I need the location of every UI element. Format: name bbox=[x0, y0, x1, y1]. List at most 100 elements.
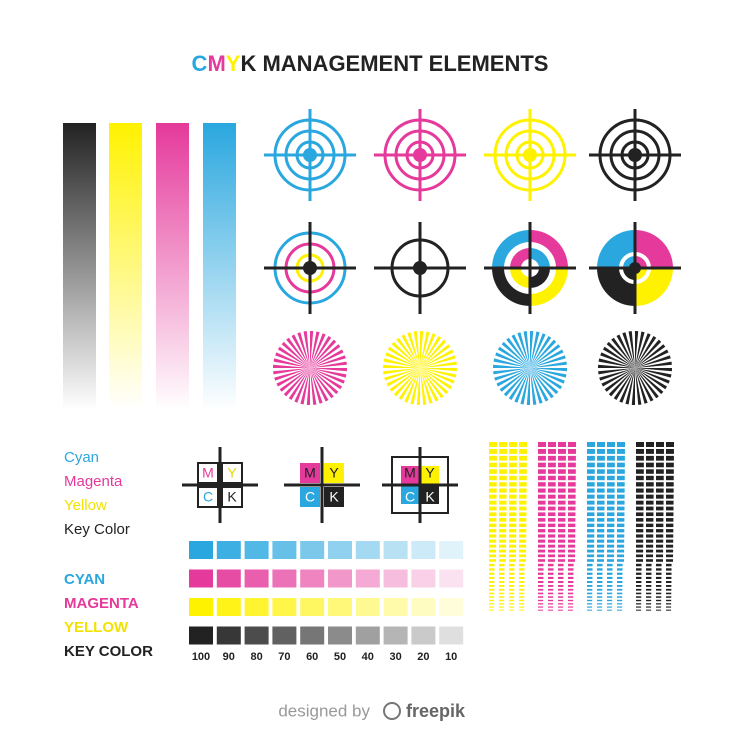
dash bbox=[499, 482, 507, 487]
wedge bbox=[635, 368, 664, 395]
cell-letter: M bbox=[202, 465, 214, 481]
dash bbox=[597, 563, 603, 567]
dash bbox=[538, 506, 546, 511]
dash bbox=[656, 539, 664, 543]
dash bbox=[656, 609, 662, 611]
dash bbox=[558, 500, 566, 505]
dash bbox=[617, 523, 625, 528]
dash bbox=[587, 469, 595, 474]
dash bbox=[617, 596, 623, 598]
dash bbox=[548, 518, 556, 522]
dash bbox=[587, 599, 593, 602]
wedge bbox=[310, 335, 332, 368]
dash bbox=[538, 559, 545, 562]
wedge bbox=[310, 339, 337, 368]
dash bbox=[489, 529, 497, 533]
dash bbox=[548, 572, 554, 575]
wedge bbox=[383, 364, 420, 368]
swatch bbox=[411, 598, 436, 616]
dash bbox=[597, 568, 603, 571]
dash bbox=[548, 442, 556, 447]
dash bbox=[519, 599, 525, 602]
wedge bbox=[635, 361, 672, 368]
dash bbox=[587, 563, 593, 567]
wedge bbox=[616, 334, 635, 368]
dash bbox=[519, 596, 525, 598]
dash bbox=[499, 494, 507, 499]
dash bbox=[656, 572, 662, 575]
wedge bbox=[635, 368, 672, 372]
dash bbox=[597, 609, 603, 611]
wedge bbox=[530, 368, 543, 404]
wedge bbox=[530, 349, 564, 368]
dash bbox=[656, 559, 663, 562]
dash bbox=[607, 549, 615, 553]
dash bbox=[499, 544, 507, 548]
wedge bbox=[635, 368, 654, 402]
wedge bbox=[514, 368, 530, 403]
wedge bbox=[398, 368, 420, 401]
dash bbox=[607, 609, 613, 611]
swatch bbox=[244, 569, 269, 588]
swatch bbox=[272, 598, 297, 616]
dash bbox=[587, 482, 595, 487]
dash bbox=[538, 449, 546, 454]
dash bbox=[509, 588, 515, 591]
dash bbox=[548, 475, 556, 481]
dash bbox=[617, 506, 625, 511]
dash bbox=[636, 549, 644, 553]
dash bbox=[587, 576, 593, 579]
wedge bbox=[526, 368, 530, 405]
wedge bbox=[310, 368, 329, 402]
dash bbox=[636, 596, 642, 598]
dash bbox=[519, 606, 525, 608]
dash bbox=[489, 585, 495, 587]
wedge bbox=[635, 349, 669, 368]
dash bbox=[548, 568, 554, 571]
dash bbox=[636, 592, 642, 595]
dash bbox=[607, 469, 615, 474]
dash bbox=[656, 592, 662, 595]
scale-label: 30 bbox=[389, 651, 401, 663]
wedge bbox=[635, 368, 670, 384]
dash bbox=[489, 576, 495, 579]
wedge bbox=[493, 364, 530, 368]
wedge bbox=[608, 368, 635, 397]
dash bbox=[568, 469, 576, 474]
dash bbox=[548, 488, 556, 493]
wedge bbox=[310, 355, 346, 368]
dash bbox=[519, 534, 527, 538]
dash bbox=[558, 442, 566, 447]
dash bbox=[558, 475, 566, 481]
dash bbox=[568, 549, 576, 553]
wedge bbox=[530, 339, 557, 368]
dash bbox=[646, 588, 652, 591]
dash bbox=[666, 585, 672, 587]
wedge bbox=[495, 352, 530, 368]
dash bbox=[646, 500, 654, 505]
dash bbox=[666, 518, 674, 522]
dash bbox=[538, 529, 546, 533]
cell-letter: Y bbox=[425, 465, 435, 481]
dash bbox=[558, 506, 566, 511]
dash bbox=[558, 596, 564, 598]
dash bbox=[646, 523, 654, 528]
swatch bbox=[411, 626, 436, 645]
dash bbox=[489, 482, 497, 487]
wedge bbox=[401, 334, 420, 368]
dash bbox=[636, 609, 642, 611]
cell-letter: C bbox=[405, 489, 415, 505]
wedge bbox=[297, 332, 310, 368]
cell-letter: M bbox=[304, 465, 316, 481]
dash bbox=[499, 576, 505, 579]
dash bbox=[568, 442, 576, 447]
dash bbox=[636, 603, 642, 605]
wedge bbox=[393, 368, 420, 397]
swatch bbox=[189, 541, 213, 559]
dash bbox=[617, 539, 625, 543]
dash bbox=[499, 529, 507, 533]
dash bbox=[587, 462, 595, 468]
dash bbox=[558, 512, 566, 517]
dash bbox=[646, 518, 654, 522]
wedge bbox=[420, 368, 449, 395]
